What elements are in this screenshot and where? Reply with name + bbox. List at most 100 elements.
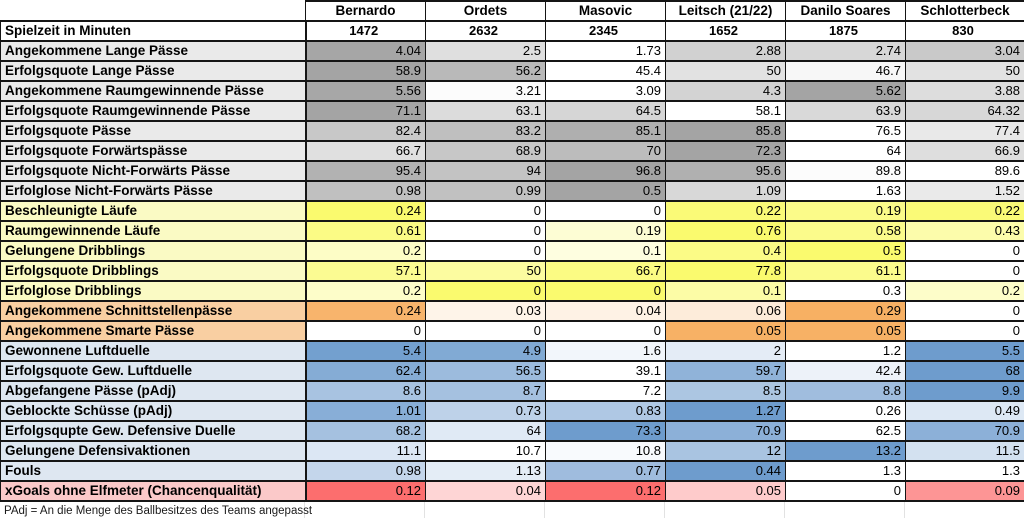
stat-cell: 94 bbox=[426, 161, 546, 181]
stat-cell: 95.4 bbox=[306, 161, 426, 181]
stat-cell: 0.12 bbox=[306, 481, 426, 501]
stat-cell: 58.9 bbox=[306, 61, 426, 81]
stat-cell: 66.9 bbox=[906, 141, 1024, 161]
stat-cell: 7.2 bbox=[546, 381, 666, 401]
stat-cell: 0.2 bbox=[906, 281, 1024, 301]
stat-cell: 5.56 bbox=[306, 81, 426, 101]
stat-cell: 0 bbox=[426, 201, 546, 221]
stat-cell: 1.3 bbox=[906, 461, 1024, 481]
stat-cell: 0 bbox=[906, 301, 1024, 321]
stat-cell: 11.5 bbox=[906, 441, 1024, 461]
corner-cell bbox=[1, 1, 306, 21]
stat-cell: 2.88 bbox=[666, 41, 786, 61]
row-label: Erfolgsquote Dribblings bbox=[1, 261, 306, 281]
row-label: Abgefangene Pässe (pAdj) bbox=[1, 381, 306, 401]
stat-cell: 0.04 bbox=[546, 301, 666, 321]
footer-segment bbox=[305, 502, 425, 518]
row-label: Angekommene Schnittstellenpässe bbox=[1, 301, 306, 321]
stat-cell: 0.73 bbox=[426, 401, 546, 421]
stat-cell: 70.9 bbox=[906, 421, 1024, 441]
stat-cell: 59.7 bbox=[666, 361, 786, 381]
stat-cell: 3.88 bbox=[906, 81, 1024, 101]
row-label: Raumgewinnende Läufe bbox=[1, 221, 306, 241]
footer-segment bbox=[545, 502, 665, 518]
stat-cell: 0 bbox=[786, 481, 906, 501]
stat-cell: 50 bbox=[666, 61, 786, 81]
stat-cell: 63.9 bbox=[786, 101, 906, 121]
stat-cell: 0.06 bbox=[666, 301, 786, 321]
footer-segment bbox=[785, 502, 905, 518]
stat-cell: 0.19 bbox=[786, 201, 906, 221]
stat-cell: 0.09 bbox=[906, 481, 1024, 501]
stat-cell: 45.4 bbox=[546, 61, 666, 81]
stat-cell: 0.43 bbox=[906, 221, 1024, 241]
stat-cell: 0.1 bbox=[546, 241, 666, 261]
stat-cell: 0.83 bbox=[546, 401, 666, 421]
stat-cell: 89.8 bbox=[786, 161, 906, 181]
stat-cell: 0 bbox=[906, 261, 1024, 281]
stat-cell: 0.26 bbox=[786, 401, 906, 421]
stat-cell: 1.09 bbox=[666, 181, 786, 201]
stat-cell: 0.05 bbox=[786, 321, 906, 341]
stat-cell: 2.74 bbox=[786, 41, 906, 61]
stat-cell: 95.6 bbox=[666, 161, 786, 181]
stat-cell: 63.1 bbox=[426, 101, 546, 121]
stat-cell: 66.7 bbox=[546, 261, 666, 281]
stat-cell: 0.5 bbox=[786, 241, 906, 261]
stat-cell: 0 bbox=[546, 201, 666, 221]
stat-cell: 1.27 bbox=[666, 401, 786, 421]
stat-cell: 0.44 bbox=[666, 461, 786, 481]
row-label: Erfolgsqupte Gew. Defensive Duelle bbox=[1, 421, 306, 441]
stat-cell: 0 bbox=[426, 281, 546, 301]
stat-cell: 0 bbox=[426, 221, 546, 241]
stat-cell: 5.62 bbox=[786, 81, 906, 101]
stat-cell: 8.5 bbox=[666, 381, 786, 401]
stat-cell: 0.77 bbox=[546, 461, 666, 481]
row-label: Erfolgsquote Raumgewinnende Pässe bbox=[1, 101, 306, 121]
stat-cell: 12 bbox=[666, 441, 786, 461]
stat-cell: 1875 bbox=[786, 21, 906, 41]
stat-cell: 70 bbox=[546, 141, 666, 161]
stat-cell: 83.2 bbox=[426, 121, 546, 141]
footer-strip: PAdj = An die Menge des Ballbesitzes des… bbox=[0, 502, 1024, 518]
column-header: Bernardo bbox=[306, 1, 426, 21]
stat-cell: 0.12 bbox=[546, 481, 666, 501]
row-label: Beschleunigte Läufe bbox=[1, 201, 306, 221]
row-label: xGoals ohne Elfmeter (Chancenqualität) bbox=[1, 481, 306, 501]
stat-cell: 77.4 bbox=[906, 121, 1024, 141]
stat-cell: 0 bbox=[426, 241, 546, 261]
stat-cell: 39.1 bbox=[546, 361, 666, 381]
row-label: Gewonnene Luftduelle bbox=[1, 341, 306, 361]
stat-cell: 5.5 bbox=[906, 341, 1024, 361]
stat-cell: 56.5 bbox=[426, 361, 546, 381]
stat-cell: 68.2 bbox=[306, 421, 426, 441]
stat-cell: 4.9 bbox=[426, 341, 546, 361]
column-header: Danilo Soares bbox=[786, 1, 906, 21]
stat-cell: 2 bbox=[666, 341, 786, 361]
stat-cell: 0.2 bbox=[306, 241, 426, 261]
stat-cell: 68.9 bbox=[426, 141, 546, 161]
stat-cell: 0.03 bbox=[426, 301, 546, 321]
stat-cell: 0.22 bbox=[666, 201, 786, 221]
stat-cell: 68 bbox=[906, 361, 1024, 381]
stat-cell: 1.01 bbox=[306, 401, 426, 421]
stat-cell: 8.8 bbox=[786, 381, 906, 401]
stat-cell: 0.05 bbox=[666, 481, 786, 501]
stat-cell: 71.1 bbox=[306, 101, 426, 121]
stat-cell: 56.2 bbox=[426, 61, 546, 81]
stat-cell: 0.49 bbox=[906, 401, 1024, 421]
